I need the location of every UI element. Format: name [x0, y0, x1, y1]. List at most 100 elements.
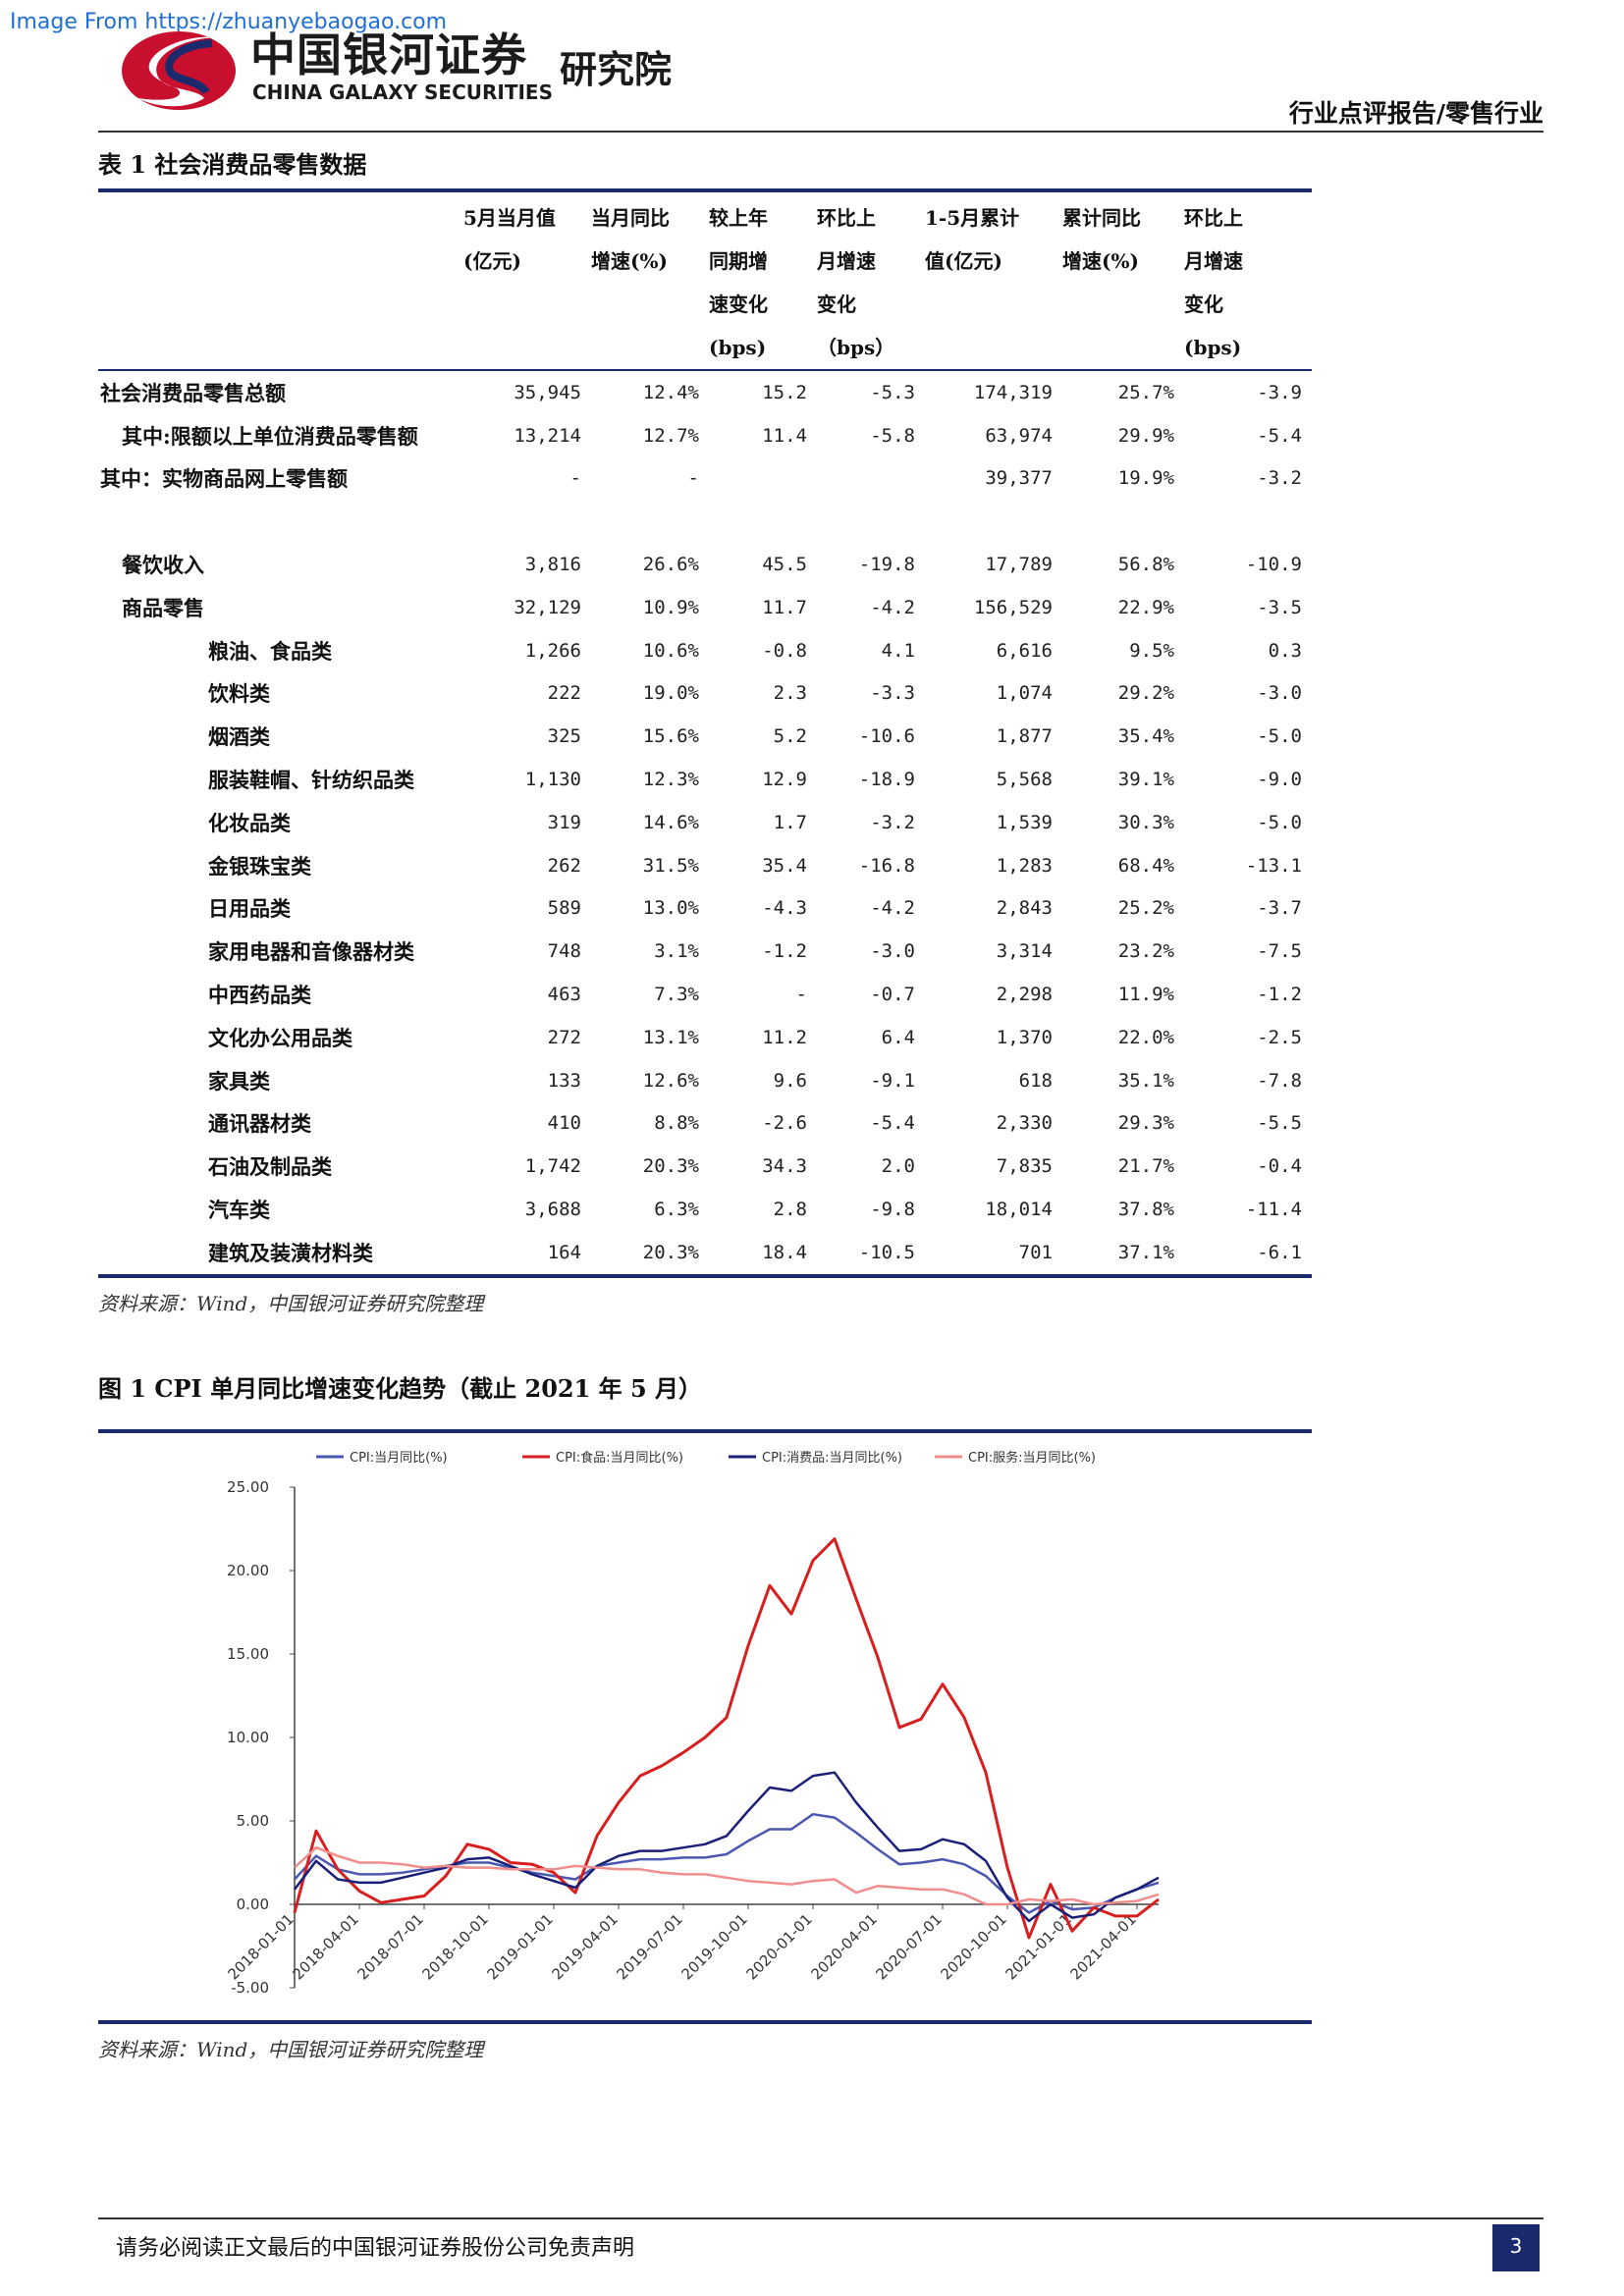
cell-value: 8.8% [654, 1112, 699, 1135]
cell-value: 11.7 [762, 596, 807, 618]
row-label: 服装鞋帽、针纺织品类 [208, 768, 414, 793]
table-row: 社会消费品零售总额 35,945 12.4% 15.2 -5.3 174,319 25.7%… [98, 371, 1312, 414]
chart-legend: CPI:当月同比(%) CPI:食品:当月同比(%) CPI:消费品:当月同比(%)… [316, 1450, 1096, 1466]
cell-value: -3.5 [1257, 596, 1302, 618]
row-label: 餐饮收入 [122, 553, 204, 578]
cell-value: 19.0% [642, 682, 699, 705]
header-col-7: 环比上 月增速 变化 (bps) [1184, 192, 1312, 369]
cell-value: -19.8 [858, 554, 915, 576]
x-tick-label: 2020-04-01 [807, 1910, 880, 1983]
chart-top-rule [98, 1429, 1312, 1433]
cell-value [463, 500, 591, 543]
cell-value: 0.3 [1268, 639, 1302, 662]
cell-value: 35.4 [762, 854, 807, 877]
x-tick-label: 2020-01-01 [742, 1910, 815, 1983]
x-tick-label: 2018-07-01 [353, 1910, 426, 1983]
x-tick-label: 2019-10-01 [677, 1910, 750, 1983]
header-line: 值(亿元) [925, 249, 1002, 273]
table-row: 烟酒类 325 15.6% 5.2 -10.6 1,877 35.4% -5.0 [98, 715, 1312, 758]
header-line: 增速(%) [1062, 249, 1139, 273]
cell-value: -0.8 [762, 639, 807, 662]
cell-value: 1,074 [996, 682, 1053, 705]
cell-value: - [795, 984, 807, 1006]
figure-title: 图 1 CPI 单月同比增速变化趋势（截止 2021 年 5 月） [98, 1374, 703, 1403]
cell-value: -2.6 [762, 1112, 807, 1135]
cell-value: 12.3% [642, 769, 699, 791]
header-line: (bps) [1184, 336, 1242, 359]
header-col-1: 5月当月值 (亿元) [463, 192, 591, 369]
cell-value: 20.3% [642, 1241, 699, 1263]
y-tick-label: 5.00 [237, 1812, 269, 1830]
cell-value [925, 500, 1062, 543]
watermark-link[interactable]: Image From https://zhuanyebaogao.com [10, 10, 448, 34]
cell-value: -4.2 [870, 596, 915, 618]
row-label: 烟酒类 [208, 724, 270, 750]
cell-value: 3,816 [524, 554, 581, 576]
cell-value: 30.3% [1117, 811, 1174, 833]
cell-value: 6.4 [881, 1026, 915, 1048]
header-line: 变化 [1184, 293, 1223, 316]
cell-value: 4.1 [881, 639, 915, 662]
x-tick-label: 2019-04-01 [548, 1910, 621, 1983]
header-line: 较上年 [709, 206, 768, 230]
cell-value: 1,130 [524, 769, 581, 791]
disclaimer-text: 请务必阅读正文最后的中国银河证券股份公司免责声明 [116, 2236, 635, 2261]
legend-label: CPI:食品:当月同比(%) [556, 1450, 683, 1466]
row-label: 日用品类 [208, 896, 291, 922]
cell-value [1184, 500, 1312, 543]
row-label: 其中:限额以上单位消费品零售额 [122, 423, 418, 449]
chart-bottom-rule [98, 2020, 1312, 2024]
header-col-2: 当月同比增速(%) [591, 192, 709, 369]
cell-value: -16.8 [858, 854, 915, 877]
table-row: 日用品类 589 13.0% -4.3 -4.2 2,843 25.2% -3.7 [98, 887, 1312, 931]
cell-value: 15.2 [762, 381, 807, 403]
cell-value: 325 [547, 725, 581, 748]
cell-value: 10.6% [642, 639, 699, 662]
x-tick-label: 2019-07-01 [613, 1910, 685, 1983]
cell-value: 2,330 [996, 1112, 1053, 1135]
series-line [293, 1537, 1160, 1940]
header-line: 月增速 [817, 249, 876, 273]
cell-value: 23.2% [1117, 940, 1174, 963]
cell-value: 39.1% [1117, 769, 1174, 791]
table-row: 粮油、食品类 1,266 10.6% -0.8 4.1 6,616 9.5% 0.3 [98, 629, 1312, 672]
cell-value: -4.3 [762, 897, 807, 920]
company-logo: 中国银河证券 CHINA GALAXY SECURITIES 研究院 [118, 20, 697, 118]
cell-value: 164 [547, 1241, 581, 1263]
figure-source-note: 资料来源：Wind，中国银河证券研究院整理 [98, 2038, 484, 2061]
table-header-row: 5月当月值 (亿元) 当月同比 增速(%) 较上年 同期增 速变化 (bps) 环比上 月增速 变化… [98, 192, 1312, 369]
x-tick-label: 2019-01-01 [483, 1910, 556, 1983]
x-tick-label: 2021-01-01 [1001, 1910, 1074, 1983]
x-tick-label: 2018-10-01 [418, 1910, 491, 1983]
row-label: 家具类 [208, 1068, 270, 1094]
header-line: 5月当月值 [463, 206, 556, 230]
header-line: 当月同比 [591, 206, 670, 230]
cell-value: -3.9 [1257, 381, 1302, 403]
cell-value [1062, 500, 1184, 543]
header-line: 变化 [817, 293, 856, 316]
cell-value: -7.5 [1257, 940, 1302, 963]
cell-value: 17,789 [985, 554, 1053, 576]
y-tick-label: 25.00 [227, 1478, 269, 1496]
cell-value: 2.3 [773, 682, 807, 705]
header-line: 增速(%) [591, 249, 668, 273]
cell-value: 3.1% [654, 940, 699, 963]
header-col-6: 累计同比 增速(%) [1062, 192, 1184, 369]
table-title: 表 1 社会消费品零售数据 [98, 150, 367, 179]
cell-value: -10.9 [1245, 554, 1302, 576]
row-label: 建筑及装潢材料类 [208, 1240, 373, 1265]
table-row: 服装鞋帽、针纺织品类 1,130 12.3% 12.9 -18.9 5,568 39.1% -… [98, 758, 1312, 801]
cell-value: - [687, 467, 699, 490]
retail-sales-table: 5月当月值 (亿元) 当月同比 增速(%) 较上年 同期增 速变化 (bps) 环比上 月增速 变化… [98, 188, 1312, 1316]
cell-value: 35.4% [1117, 725, 1174, 748]
cell-value: 39,377 [985, 467, 1053, 490]
cell-value: 1,266 [524, 639, 581, 662]
cell-value: 589 [547, 897, 581, 920]
table-row: 文化办公用品类 272 13.1% 11.2 6.4 1,370 22.0% -2.5 [98, 1016, 1312, 1059]
row-label: 金银珠宝类 [208, 853, 311, 879]
cell-value: 2.0 [881, 1155, 915, 1178]
legend-label: CPI:消费品:当月同比(%) [762, 1451, 902, 1466]
table-bottom-rule [98, 1273, 1312, 1278]
cell-value: 12.7% [642, 424, 699, 447]
cell-value: 1.7 [773, 811, 807, 833]
